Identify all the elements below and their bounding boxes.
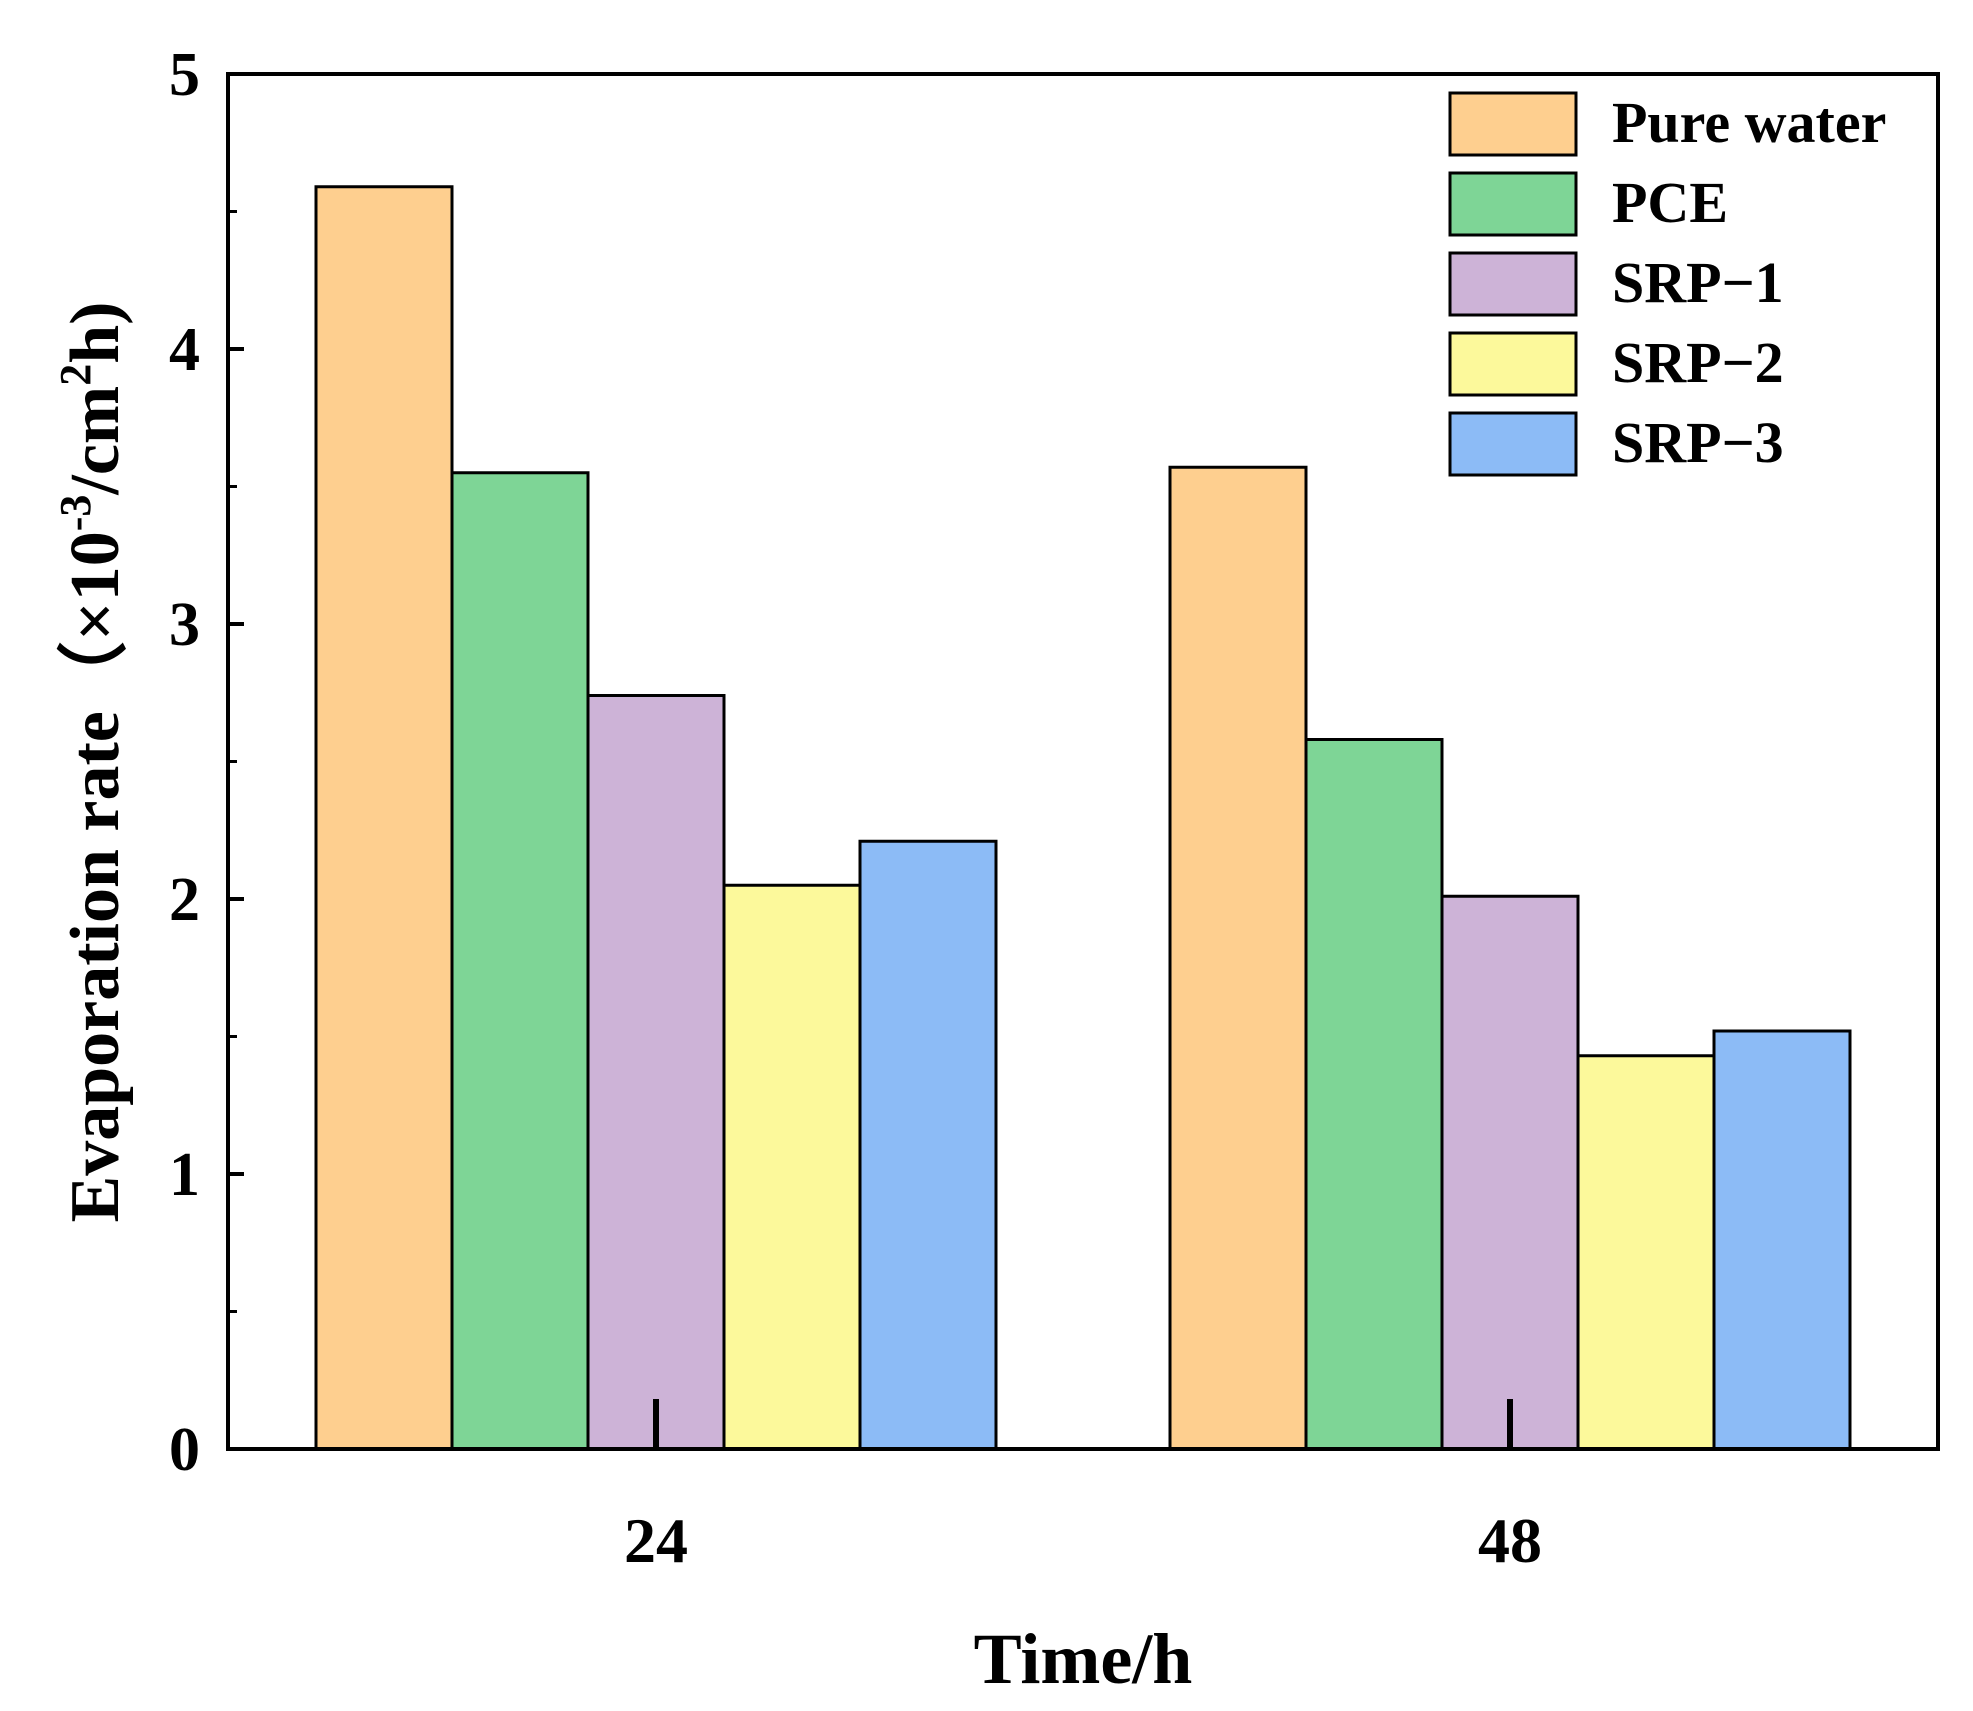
y-tick-label: 4 xyxy=(169,316,200,384)
bars-layer xyxy=(314,185,1852,1451)
legend-item: Pure water xyxy=(1448,90,1886,157)
y-axis-title-prefix: Evaporation rate（×10 xyxy=(56,531,134,1222)
y-axis-title-exponent-1: -3 xyxy=(51,495,100,532)
x-tick-label: 48 xyxy=(1478,1505,1542,1576)
y-tick-label: 5 xyxy=(169,41,200,109)
legend-label: SRP−1 xyxy=(1612,250,1784,315)
legend-swatch xyxy=(1448,171,1578,237)
legend-swatch xyxy=(1448,331,1578,397)
legend-swatch xyxy=(1448,91,1578,157)
legend-item: PCE xyxy=(1448,170,1728,237)
plot-frame xyxy=(226,72,1940,1451)
legend-swatch xyxy=(1448,251,1578,317)
x-axis-title: Time/h xyxy=(974,1619,1193,1699)
y-axis-title-suffix: h) xyxy=(57,302,134,364)
bar xyxy=(1304,738,1444,1451)
legend-item: SRP−3 xyxy=(1448,410,1784,477)
y-axis-title: Evaporation rate（×10-3/cm2h) xyxy=(51,302,134,1223)
legend-label: Pure water xyxy=(1612,90,1886,155)
bar xyxy=(858,839,998,1451)
legend-item: SRP−2 xyxy=(1448,330,1784,397)
y-axis-title-middle: /cm xyxy=(57,386,134,496)
legend-item: SRP−1 xyxy=(1448,250,1784,317)
legend-label: PCE xyxy=(1612,170,1728,235)
y-tick-label: 3 xyxy=(169,591,200,659)
ticks-layer: 0 1 2 3 4 5 24 48 xyxy=(169,41,1542,1576)
y-tick-label: 0 xyxy=(169,1416,200,1484)
bar xyxy=(1168,465,1308,1451)
y-tick-label: 2 xyxy=(169,866,200,934)
legend: Pure water PCE SRP−1 SRP−2 SRP−3 xyxy=(1448,90,1886,477)
legend-label: SRP−3 xyxy=(1612,410,1784,475)
bar xyxy=(1712,1029,1852,1451)
bar xyxy=(1576,1054,1716,1451)
legend-label: SRP−2 xyxy=(1612,330,1784,395)
x-tick-label: 24 xyxy=(624,1505,688,1576)
bar xyxy=(450,471,590,1451)
y-axis-title-exponent-2: 2 xyxy=(51,364,100,386)
bar xyxy=(586,694,726,1451)
bar xyxy=(722,883,862,1451)
y-tick-label: 1 xyxy=(169,1141,200,1209)
bar xyxy=(314,185,454,1451)
bar xyxy=(1440,894,1580,1451)
legend-swatch xyxy=(1448,411,1578,477)
